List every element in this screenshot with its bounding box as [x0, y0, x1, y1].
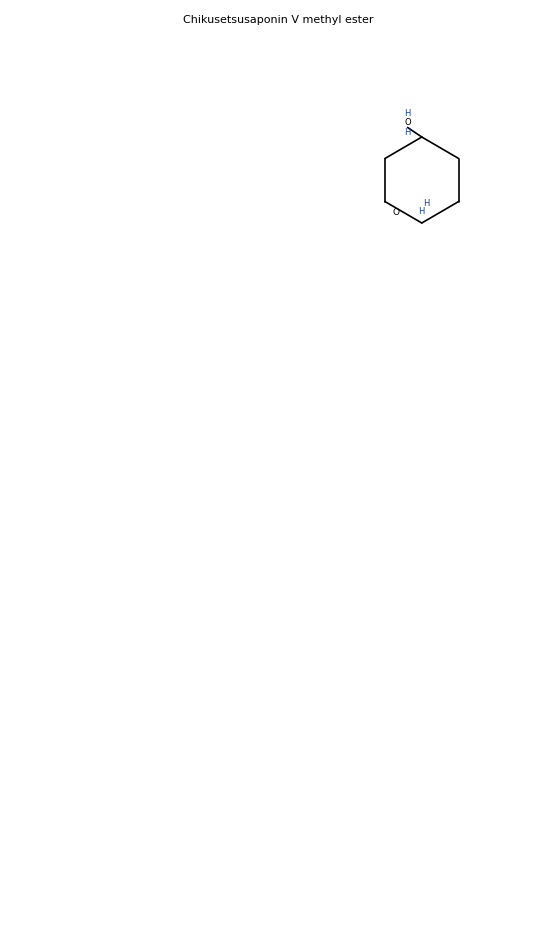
Text: H: H — [404, 108, 411, 118]
Text: H: H — [419, 207, 425, 216]
Text: H: H — [404, 127, 411, 137]
Text: O: O — [404, 118, 411, 127]
Text: H: H — [423, 199, 430, 208]
Text: O: O — [393, 207, 399, 217]
Title: Chikusetsusaponin V methyl ester: Chikusetsusaponin V methyl ester — [183, 15, 373, 25]
